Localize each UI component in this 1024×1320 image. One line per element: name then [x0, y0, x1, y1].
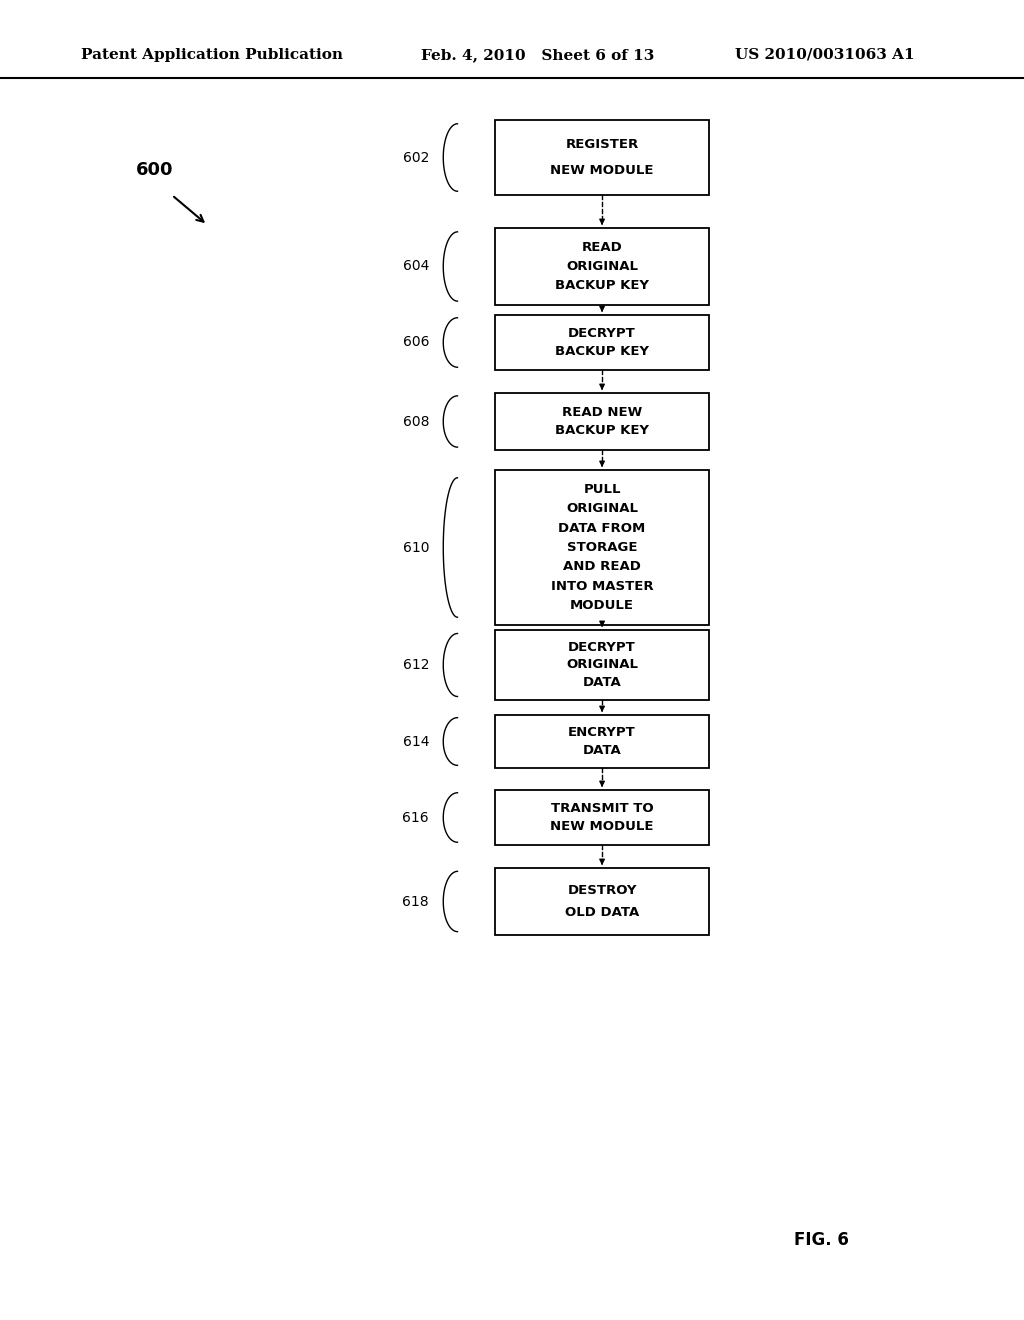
- Bar: [496, 228, 709, 305]
- Text: 602: 602: [402, 150, 429, 165]
- Text: FIG. 6: FIG. 6: [794, 1232, 849, 1249]
- Text: DATA: DATA: [583, 676, 622, 689]
- Text: ORIGINAL: ORIGINAL: [566, 659, 638, 672]
- Text: 616: 616: [402, 810, 429, 825]
- Text: STORAGE: STORAGE: [567, 541, 637, 554]
- Bar: [496, 315, 709, 370]
- Text: BACKUP KEY: BACKUP KEY: [555, 345, 649, 358]
- Text: INTO MASTER: INTO MASTER: [551, 579, 653, 593]
- Text: 614: 614: [402, 734, 429, 748]
- Text: READ NEW: READ NEW: [562, 405, 642, 418]
- Text: REGISTER: REGISTER: [565, 139, 639, 152]
- Text: 608: 608: [402, 414, 429, 429]
- Bar: [496, 869, 709, 935]
- Text: AND READ: AND READ: [563, 561, 641, 573]
- Text: BACKUP KEY: BACKUP KEY: [555, 280, 649, 292]
- Text: 612: 612: [402, 657, 429, 672]
- Text: 600: 600: [136, 161, 174, 180]
- Bar: [496, 393, 709, 450]
- Bar: [496, 715, 709, 768]
- Text: 610: 610: [402, 540, 429, 554]
- Text: READ: READ: [582, 240, 623, 253]
- Bar: [496, 630, 709, 700]
- Text: DECRYPT: DECRYPT: [568, 642, 636, 653]
- Bar: [496, 470, 709, 624]
- Text: DECRYPT: DECRYPT: [568, 327, 636, 339]
- Text: US 2010/0031063 A1: US 2010/0031063 A1: [735, 48, 914, 62]
- Text: NEW MODULE: NEW MODULE: [550, 820, 654, 833]
- Text: ORIGINAL: ORIGINAL: [566, 502, 638, 515]
- Text: ORIGINAL: ORIGINAL: [566, 260, 638, 273]
- Text: 618: 618: [402, 895, 429, 908]
- Text: NEW MODULE: NEW MODULE: [550, 164, 654, 177]
- Text: DESTROY: DESTROY: [567, 884, 637, 896]
- Text: BACKUP KEY: BACKUP KEY: [555, 425, 649, 437]
- Text: PULL: PULL: [584, 483, 621, 496]
- Bar: [496, 789, 709, 845]
- Text: Patent Application Publication: Patent Application Publication: [81, 48, 343, 62]
- Text: 604: 604: [402, 260, 429, 273]
- Text: MODULE: MODULE: [570, 599, 634, 612]
- Text: Feb. 4, 2010   Sheet 6 of 13: Feb. 4, 2010 Sheet 6 of 13: [421, 48, 654, 62]
- Text: DATA: DATA: [583, 744, 622, 756]
- Text: ENCRYPT: ENCRYPT: [568, 726, 636, 739]
- Text: TRANSMIT TO: TRANSMIT TO: [551, 801, 653, 814]
- Text: OLD DATA: OLD DATA: [565, 906, 639, 919]
- Text: 606: 606: [402, 335, 429, 350]
- Bar: [496, 120, 709, 195]
- Text: DATA FROM: DATA FROM: [558, 521, 646, 535]
